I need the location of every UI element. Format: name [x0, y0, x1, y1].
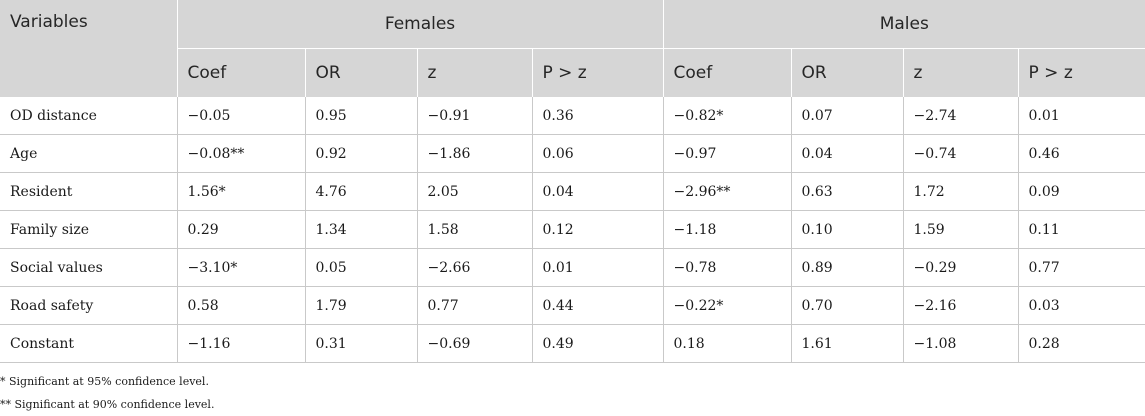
- variables-header: Variables: [0, 0, 178, 97]
- table-cell: 1.72: [903, 172, 1019, 211]
- row-label: Resident: [0, 172, 178, 211]
- table-cell: −0.29: [903, 248, 1019, 287]
- table-cell: 1.56*: [177, 172, 306, 211]
- row-label: Age: [0, 134, 178, 173]
- table-cell: −0.74: [903, 134, 1019, 173]
- table-row: Age −0.08** 0.92 −1.86 0.06 −0.97 0.04 −…: [0, 134, 1145, 173]
- table-header: Variables Females Males Coef OR z P > z …: [0, 0, 1145, 97]
- males-p-header: P > z: [1018, 48, 1145, 97]
- table-cell: 0.05: [305, 248, 418, 287]
- table-cell: 0.11: [1018, 210, 1145, 249]
- males-or-header: OR: [791, 48, 904, 97]
- table-cell: 0.10: [791, 210, 904, 249]
- table-cell: −2.66: [417, 248, 533, 287]
- table-cell: 0.18: [663, 324, 792, 363]
- table-cell: 0.63: [791, 172, 904, 211]
- row-label: Social values: [0, 248, 178, 287]
- females-coef-header: Coef: [177, 48, 306, 97]
- row-label: OD distance: [0, 97, 178, 135]
- table-cell: −3.10*: [177, 248, 306, 287]
- row-label: Constant: [0, 324, 178, 363]
- table-cell: 1.79: [305, 286, 418, 325]
- table-cell: 1.34: [305, 210, 418, 249]
- table-cell: −2.96**: [663, 172, 792, 211]
- females-p-header: P > z: [532, 48, 664, 97]
- table-cell: 0.95: [305, 97, 418, 135]
- table-cell: 1.59: [903, 210, 1019, 249]
- females-or-header: OR: [305, 48, 418, 97]
- males-group-header: Males: [663, 0, 1145, 49]
- table-row: Constant −1.16 0.31 −0.69 0.49 0.18 1.61…: [0, 324, 1145, 363]
- table-cell: −2.74: [903, 97, 1019, 135]
- table-cell: 4.76: [305, 172, 418, 211]
- table-cell: 0.01: [1018, 97, 1145, 135]
- table-cell: 0.70: [791, 286, 904, 325]
- table-cell: −0.69: [417, 324, 533, 363]
- table-cell: −0.22*: [663, 286, 792, 325]
- group-header-row: Variables Females Males: [0, 0, 1145, 97]
- table-body: OD distance −0.05 0.95 −0.91 0.36 −0.82*…: [0, 97, 1145, 363]
- table-row: OD distance −0.05 0.95 −0.91 0.36 −0.82*…: [0, 97, 1145, 135]
- table-cell: 0.12: [532, 210, 664, 249]
- table-row: Family size 0.29 1.34 1.58 0.12 −1.18 0.…: [0, 210, 1145, 249]
- table-cell: 0.36: [532, 97, 664, 135]
- table-cell: 0.77: [1018, 248, 1145, 287]
- table-cell: −0.05: [177, 97, 306, 135]
- table-cell: −1.18: [663, 210, 792, 249]
- table-cell: 0.06: [532, 134, 664, 173]
- footnote-90: ** Significant at 90% confidence level.: [0, 398, 215, 411]
- table-cell: 0.46: [1018, 134, 1145, 173]
- females-z-header: z: [417, 48, 533, 97]
- males-z-header: z: [903, 48, 1019, 97]
- table-cell: −0.97: [663, 134, 792, 173]
- table-row: Resident 1.56* 4.76 2.05 0.04 −2.96** 0.…: [0, 172, 1145, 211]
- table-cell: 0.03: [1018, 286, 1145, 325]
- table-cell: 0.07: [791, 97, 904, 135]
- table-cell: 0.77: [417, 286, 533, 325]
- table-cell: −0.82*: [663, 97, 792, 135]
- table-cell: 0.49: [532, 324, 664, 363]
- table-cell: 1.58: [417, 210, 533, 249]
- table-cell: −1.16: [177, 324, 306, 363]
- females-group-header: Females: [177, 0, 664, 49]
- table-cell: −0.91: [417, 97, 533, 135]
- table-cell: 0.58: [177, 286, 306, 325]
- table-cell: 0.28: [1018, 324, 1145, 363]
- table-footnotes: * Significant at 95% confidence level. *…: [0, 370, 214, 416]
- table-row: Social values −3.10* 0.05 −2.66 0.01 −0.…: [0, 248, 1145, 287]
- table-cell: 1.61: [791, 324, 904, 363]
- males-coef-header: Coef: [663, 48, 792, 97]
- table-cell: 0.44: [532, 286, 664, 325]
- table-cell: 0.09: [1018, 172, 1145, 211]
- table-cell: 0.89: [791, 248, 904, 287]
- table-cell: 0.92: [305, 134, 418, 173]
- sub-header-row: Coef OR z P > z Coef OR z P > z: [0, 48, 1145, 97]
- table-cell: −1.08: [903, 324, 1019, 363]
- table-cell: 0.29: [177, 210, 306, 249]
- table-cell: −0.78: [663, 248, 792, 287]
- table-cell: 0.04: [532, 172, 664, 211]
- table-cell: −1.86: [417, 134, 533, 173]
- regression-table: Variables Females Males Coef OR z P > z …: [0, 0, 1145, 363]
- table-cell: −2.16: [903, 286, 1019, 325]
- table-cell: −0.08**: [177, 134, 306, 173]
- table-cell: 0.31: [305, 324, 418, 363]
- row-label: Family size: [0, 210, 178, 249]
- footnote-95: * Significant at 95% confidence level.: [0, 375, 209, 388]
- table-cell: 0.04: [791, 134, 904, 173]
- table-cell: 0.01: [532, 248, 664, 287]
- table-cell: 2.05: [417, 172, 533, 211]
- row-label: Road safety: [0, 286, 178, 325]
- table-row: Road safety 0.58 1.79 0.77 0.44 −0.22* 0…: [0, 286, 1145, 325]
